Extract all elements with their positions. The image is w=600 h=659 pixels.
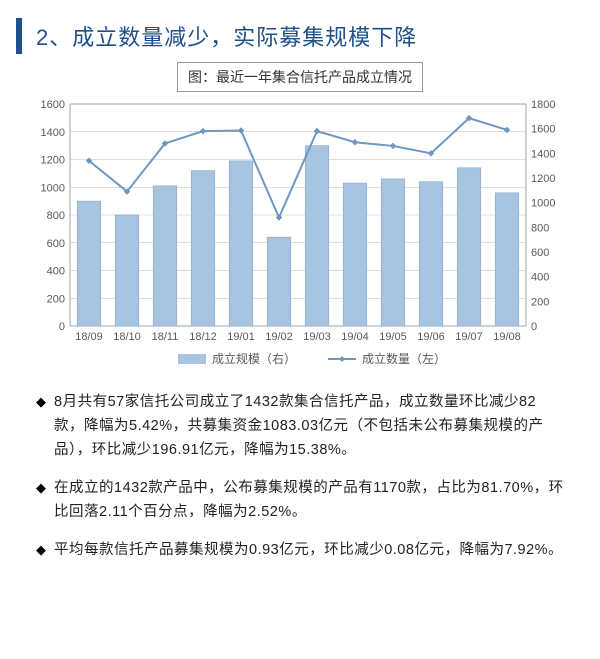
svg-text:1000: 1000 bbox=[531, 198, 555, 210]
svg-text:19/03: 19/03 bbox=[303, 331, 331, 343]
svg-text:800: 800 bbox=[47, 210, 65, 222]
svg-text:0: 0 bbox=[531, 321, 537, 333]
svg-text:1200: 1200 bbox=[531, 173, 555, 185]
bullet-item: ◆平均每款信托产品募集规模为0.93亿元，环比减少0.08亿元，降幅为7.92%… bbox=[36, 538, 564, 562]
bullet-diamond-icon: ◆ bbox=[36, 538, 54, 562]
svg-text:200: 200 bbox=[47, 293, 65, 305]
svg-text:1000: 1000 bbox=[41, 182, 65, 194]
section-header: 2、成立数量减少，实际募集规模下降 bbox=[16, 18, 592, 54]
svg-text:400: 400 bbox=[47, 266, 65, 278]
svg-text:18/11: 18/11 bbox=[152, 331, 179, 343]
figure-title: 图：最近一年集合信托产品成立情况 bbox=[177, 62, 423, 92]
svg-text:18/10: 18/10 bbox=[113, 331, 141, 343]
svg-text:0: 0 bbox=[59, 321, 65, 333]
svg-text:1400: 1400 bbox=[41, 127, 65, 139]
svg-text:成立规模（右）: 成立规模（右） bbox=[212, 351, 296, 366]
svg-text:600: 600 bbox=[47, 238, 65, 250]
svg-text:18/09: 18/09 bbox=[75, 331, 103, 343]
svg-text:1200: 1200 bbox=[41, 155, 65, 167]
svg-text:成立数量（左）: 成立数量（左） bbox=[362, 351, 446, 366]
svg-text:1400: 1400 bbox=[531, 148, 555, 160]
svg-text:18/12: 18/12 bbox=[189, 331, 217, 343]
svg-text:400: 400 bbox=[531, 272, 549, 284]
bullet-text: 平均每款信托产品募集规模为0.93亿元，环比减少0.08亿元，降幅为7.92%。 bbox=[54, 538, 563, 562]
section-title: 2、成立数量减少，实际募集规模下降 bbox=[36, 18, 417, 54]
svg-text:1600: 1600 bbox=[41, 99, 65, 111]
bullet-text: 在成立的1432款产品中，公布募集规模的产品有1170款，占比为81.70%，环… bbox=[54, 476, 564, 524]
svg-text:800: 800 bbox=[531, 222, 549, 234]
bullet-list: ◆8月共有57家信托公司成立了1432款集合信托产品，成立数量环比减少82款，降… bbox=[36, 390, 564, 562]
svg-text:1600: 1600 bbox=[531, 124, 555, 136]
svg-text:19/08: 19/08 bbox=[493, 331, 521, 343]
svg-text:19/04: 19/04 bbox=[341, 331, 369, 343]
bullet-diamond-icon: ◆ bbox=[36, 476, 54, 524]
title-accent-bar bbox=[16, 18, 22, 54]
svg-text:1800: 1800 bbox=[531, 99, 555, 111]
combo-chart: 0 200 400 600 800 1000 1200 1400 1600 0 200 400 600 8… bbox=[28, 96, 572, 378]
svg-text:19/07: 19/07 bbox=[455, 331, 483, 343]
figure-container: 图：最近一年集合信托产品成立情况 0 200 400 600 800 1000 1200 14… bbox=[28, 62, 572, 378]
svg-text:19/05: 19/05 bbox=[379, 331, 407, 343]
bullet-item: ◆在成立的1432款产品中，公布募集规模的产品有1170款，占比为81.70%，… bbox=[36, 476, 564, 524]
svg-text:200: 200 bbox=[531, 296, 549, 308]
bullet-text: 8月共有57家信托公司成立了1432款集合信托产品，成立数量环比减少82款，降幅… bbox=[54, 390, 564, 462]
svg-text:19/01: 19/01 bbox=[227, 331, 255, 343]
svg-text:19/02: 19/02 bbox=[265, 331, 293, 343]
svg-text:600: 600 bbox=[531, 247, 549, 259]
bullet-diamond-icon: ◆ bbox=[36, 390, 54, 462]
svg-text:19/06: 19/06 bbox=[417, 331, 445, 343]
bullet-item: ◆8月共有57家信托公司成立了1432款集合信托产品，成立数量环比减少82款，降… bbox=[36, 390, 564, 462]
